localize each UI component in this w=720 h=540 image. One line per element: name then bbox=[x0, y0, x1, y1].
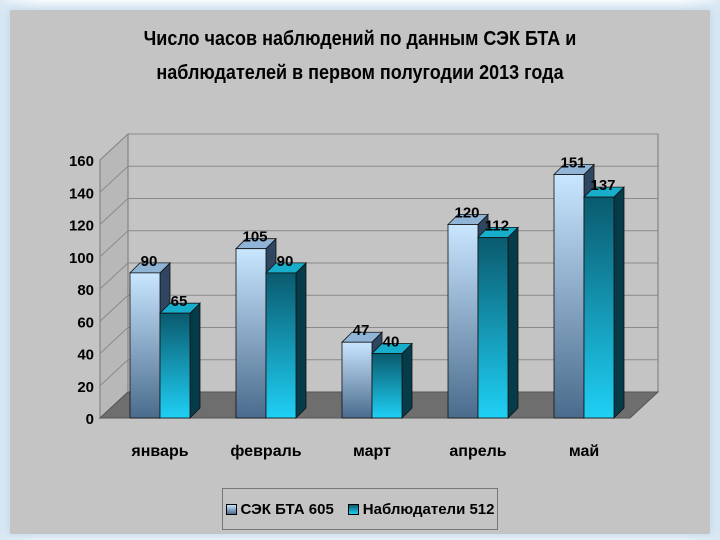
bar-1 bbox=[129, 272, 161, 419]
data-label: 90 bbox=[277, 253, 294, 270]
y-tick-label: 80 bbox=[77, 282, 94, 299]
y-tick-label: 40 bbox=[77, 347, 94, 364]
gridline bbox=[99, 198, 658, 225]
chart-title-line-2: наблюдателей в первом полугодии 2013 год… bbox=[156, 62, 564, 84]
y-tick-label: 60 bbox=[77, 314, 94, 331]
bar-1 bbox=[235, 248, 267, 419]
bar-1 bbox=[447, 224, 479, 419]
legend-label-series-2: Наблюдатели 512 bbox=[362, 500, 495, 518]
data-label: 47 bbox=[353, 322, 370, 339]
bar-2 bbox=[159, 312, 191, 419]
x-tick-label: февраль bbox=[230, 443, 301, 460]
bar-1 bbox=[341, 341, 373, 419]
data-label: 40 bbox=[383, 334, 400, 351]
chart-title: Число часов наблюдений по данным СЭК БТА… bbox=[36, 22, 684, 90]
y-tick-label: 20 bbox=[77, 379, 94, 396]
data-label: 65 bbox=[171, 293, 188, 310]
x-tick-label: март bbox=[353, 443, 391, 460]
data-label: 105 bbox=[242, 229, 267, 246]
data-label: 90 bbox=[141, 253, 158, 270]
bar-1 bbox=[553, 174, 585, 419]
y-tick-label: 160 bbox=[69, 153, 94, 170]
bar-side bbox=[507, 226, 519, 419]
legend-label-series-1: СЭК БТА 605 bbox=[240, 500, 334, 518]
data-label: 151 bbox=[560, 155, 585, 172]
gridline bbox=[99, 165, 658, 193]
y-tick-label: 100 bbox=[69, 250, 94, 267]
bar-side bbox=[401, 342, 413, 419]
x-tick-label: январь bbox=[130, 443, 188, 460]
bar-side bbox=[295, 261, 307, 419]
legend-item-series-2: Наблюдатели 512 bbox=[347, 500, 495, 518]
data-label: 137 bbox=[590, 177, 615, 194]
bar-side bbox=[613, 186, 625, 419]
bar-2 bbox=[371, 353, 403, 419]
y-tick-label: 140 bbox=[69, 185, 94, 202]
bar-2 bbox=[477, 236, 509, 419]
x-tick-label: май bbox=[569, 443, 599, 460]
chart-legend: СЭК БТА 605 Наблюдатели 512 bbox=[222, 488, 498, 530]
bar-2 bbox=[265, 272, 297, 419]
x-tick-label: апрель bbox=[449, 443, 506, 460]
legend-item-series-1: СЭК БТА 605 bbox=[225, 500, 334, 518]
y-tick-label: 120 bbox=[69, 218, 94, 235]
chart-title-line-1: Число часов наблюдений по данным СЭК БТА… bbox=[143, 28, 577, 50]
data-label: 112 bbox=[485, 217, 509, 234]
legend-swatch-series-1 bbox=[225, 503, 237, 515]
legend-swatch-series-2 bbox=[347, 503, 359, 515]
bar-side bbox=[189, 302, 201, 419]
data-label: 120 bbox=[454, 205, 479, 222]
y-tick-label: 0 bbox=[86, 411, 94, 428]
gridline bbox=[99, 133, 658, 161]
bar-2 bbox=[583, 196, 615, 419]
